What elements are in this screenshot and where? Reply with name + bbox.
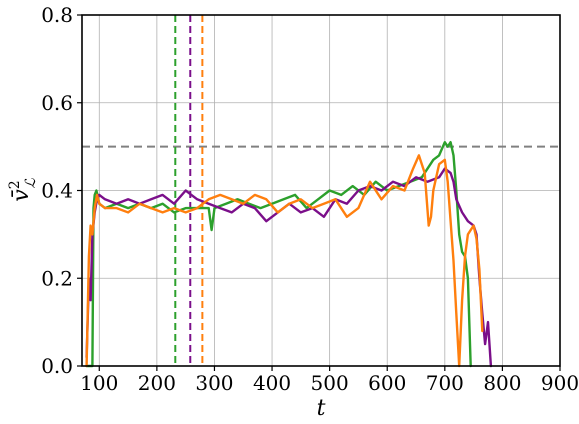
series-group	[85, 140, 493, 368]
x-tick-label: 500	[311, 371, 349, 395]
y-axis-label: v̄2ℒ	[7, 177, 39, 201]
svg-text:v̄2ℒ: v̄2ℒ	[7, 177, 39, 201]
y-ticks: 0.0 0.2 0.4 0.6 0.8	[41, 3, 82, 378]
x-ticks: 100 200 300 400 500 600 700 800 900	[80, 366, 579, 395]
x-tick-label: 900	[541, 371, 579, 395]
x-tick-label: 600	[368, 371, 406, 395]
y-tick-label: 0.8	[41, 3, 73, 27]
x-tick-label: 700	[426, 371, 464, 395]
grid	[82, 14, 561, 367]
x-axis-label: t	[317, 396, 326, 421]
y-axis-label-sup: 2	[7, 180, 23, 189]
reference-lines	[82, 15, 560, 366]
y-tick-label: 0.4	[41, 179, 73, 203]
y-tick-label: 0.2	[41, 266, 73, 290]
x-tick-label: 800	[483, 371, 521, 395]
series-line-2	[85, 167, 493, 368]
series-line-3	[85, 154, 484, 368]
x-tick-label: 400	[253, 371, 291, 395]
y-axis-label-sub: ℒ	[23, 177, 39, 188]
series-line-1	[85, 140, 472, 368]
y-axis-label-base: v̄	[9, 189, 34, 202]
y-tick-label: 0.6	[41, 91, 73, 115]
x-tick-label: 100	[80, 371, 118, 395]
x-tick-label: 200	[138, 371, 176, 395]
x-tick-label: 300	[195, 371, 233, 395]
y-tick-label: 0.0	[41, 354, 73, 378]
